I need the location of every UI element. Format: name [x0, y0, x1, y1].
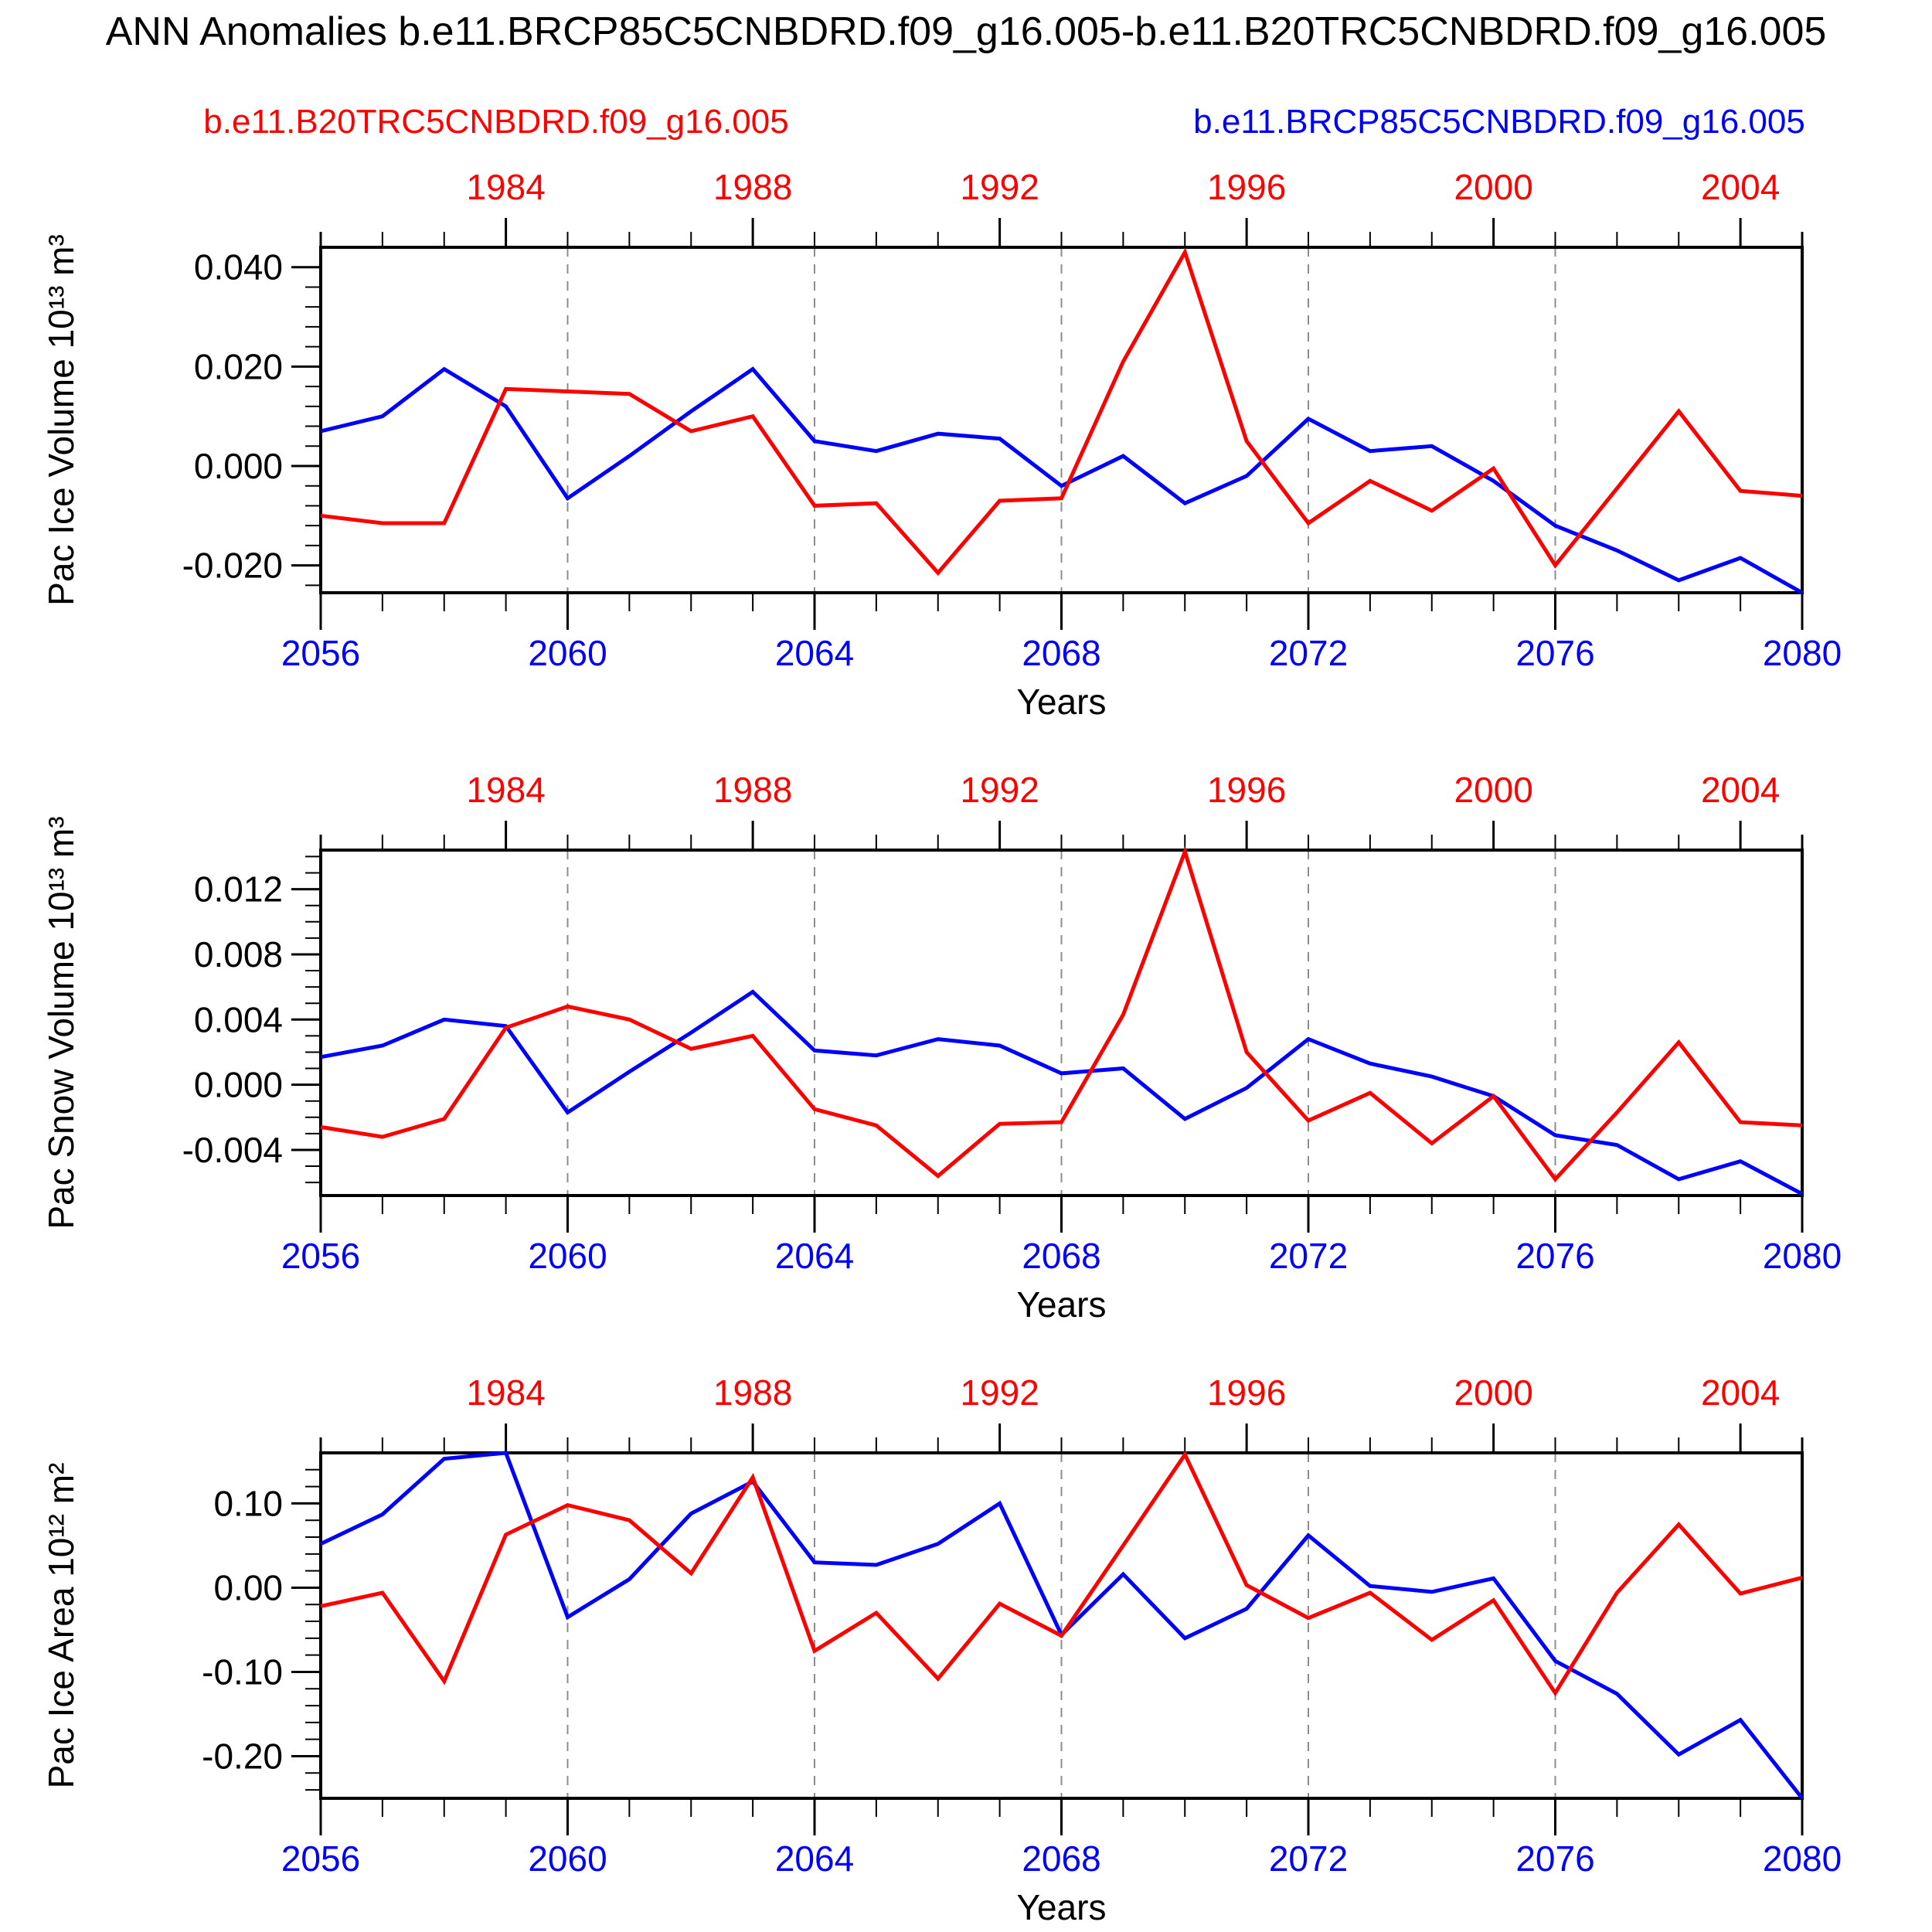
x-tick-labels-bottom: 2056 2060 2064 2068 2072 2076 2080	[281, 1838, 1842, 1879]
x-tick-label-bottom: 2060	[528, 633, 607, 673]
x-axis-bottom-ticks	[319, 1196, 1804, 1233]
y-tick-label: 0.012	[194, 869, 283, 910]
y-axis-title: Pac Snow Volume 10¹³ m³	[41, 816, 81, 1229]
y-axis-ticks	[291, 266, 321, 587]
x-tick-label-bottom: 2076	[1515, 1838, 1594, 1879]
x-tick-label-bottom: 2080	[1763, 1838, 1842, 1879]
x-tick-label-top: 1988	[713, 167, 792, 207]
x-tick-label-bottom: 2072	[1269, 1236, 1348, 1276]
y-axis-title: Pac Ice Area 10¹² m²	[41, 1463, 81, 1789]
dashed-gridlines	[566, 247, 1556, 593]
x-tick-label-top: 1984	[466, 167, 545, 207]
x-tick-label-top: 1992	[960, 770, 1039, 810]
y-axis-ticks	[291, 1468, 321, 1791]
y-tick-labels: 0.040 0.020 0.000 -0.020	[182, 247, 283, 586]
x-tick-label-bottom: 2072	[1269, 633, 1348, 673]
series-line-red	[320, 1451, 1803, 1697]
x-tick-label-top: 1984	[466, 1372, 545, 1413]
y-axis-ticks	[291, 855, 321, 1184]
x-tick-label-bottom: 2056	[281, 1236, 360, 1276]
x-tick-label-bottom: 2068	[1022, 633, 1100, 673]
y-tick-labels: 0.10 0.00 -0.10 -0.20	[202, 1483, 283, 1776]
x-axis-bottom-ticks	[319, 593, 1804, 630]
dashed-gridlines	[566, 850, 1556, 1196]
x-tick-label-bottom: 2056	[281, 633, 360, 673]
x-tick-label-bottom: 2068	[1022, 1838, 1100, 1879]
x-tick-label-bottom: 2064	[775, 1236, 854, 1276]
x-tick-label-top: 2000	[1454, 167, 1532, 207]
y-tick-label: 0.10	[213, 1483, 283, 1523]
x-tick-label-top: 2004	[1701, 1372, 1780, 1413]
dashed-gridlines	[566, 1453, 1556, 1798]
x-tick-label-top: 1996	[1207, 770, 1286, 810]
legend-blue-run-label: b.e11.BRCP85C5CNBDRD.f09_g16.005	[1193, 103, 1805, 141]
x-tick-label-bottom: 2076	[1515, 633, 1594, 673]
y-tick-label: 0.004	[194, 999, 283, 1039]
x-tick-labels-top: 1984 1988 1992 1996 2000 2004	[466, 167, 1780, 207]
x-tick-label-top: 1988	[713, 1372, 792, 1413]
x-tick-label-top: 2004	[1701, 770, 1780, 810]
x-tick-label-bottom: 2068	[1022, 1236, 1100, 1276]
y-tick-label: 0.000	[194, 446, 283, 486]
x-tick-label-top: 2000	[1454, 1372, 1532, 1413]
x-tick-label-top: 1996	[1207, 167, 1286, 207]
y-tick-label: 0.020	[194, 346, 283, 386]
y-tick-label: 0.040	[194, 247, 283, 287]
y-tick-label: -0.020	[182, 546, 283, 586]
x-tick-label-bottom: 2060	[528, 1838, 607, 1879]
x-tick-label-bottom: 2056	[281, 1838, 360, 1879]
x-tick-label-top: 1984	[466, 770, 545, 810]
y-tick-label: -0.20	[202, 1736, 283, 1776]
x-axis-title: Years	[1017, 1887, 1107, 1927]
x-tick-label-bottom: 2064	[775, 633, 854, 673]
x-axis-title: Years	[1017, 1284, 1107, 1325]
legend-red-run-label: b.e11.B20TRC5CNBDRD.f09_g16.005	[203, 103, 788, 141]
x-tick-label-bottom: 2060	[528, 1236, 607, 1276]
y-tick-label: -0.10	[202, 1651, 283, 1692]
y-tick-label: 0.008	[194, 934, 283, 975]
series-line-blue	[320, 366, 1804, 595]
x-tick-label-top: 1992	[960, 1372, 1039, 1413]
x-tick-label-bottom: 2080	[1763, 1236, 1842, 1276]
x-tick-label-top: 1996	[1207, 1372, 1286, 1413]
x-tick-label-top: 2004	[1701, 167, 1780, 207]
x-tick-label-top: 1992	[960, 167, 1039, 207]
x-axis-title: Years	[1017, 682, 1107, 722]
y-tick-label: 0.000	[194, 1065, 283, 1105]
y-tick-labels: 0.012 0.008 0.004 0.000 -0.004	[182, 869, 283, 1170]
series-line-red	[320, 247, 1803, 577]
x-tick-labels-top: 1984 1988 1992 1996 2000 2004	[466, 1372, 1780, 1413]
y-tick-label: -0.004	[182, 1130, 283, 1170]
x-tick-label-bottom: 2072	[1269, 1838, 1348, 1879]
figure-title: ANN Anomalies b.e11.BRCP85C5CNBDRD.f09_g…	[106, 9, 1827, 54]
x-tick-label-bottom: 2076	[1515, 1236, 1594, 1276]
x-tick-label-top: 2000	[1454, 770, 1532, 810]
y-tick-label: 0.00	[213, 1567, 283, 1607]
x-tick-label-bottom: 2080	[1763, 633, 1842, 673]
x-tick-labels-top: 1984 1988 1992 1996 2000 2004	[466, 770, 1780, 810]
x-tick-label-bottom: 2064	[775, 1838, 854, 1879]
series-line-red	[320, 845, 1803, 1182]
y-axis-title: Pac Ice Volume 10¹³ m³	[41, 234, 81, 606]
x-axis-top-ticks	[319, 218, 1804, 630]
x-tick-labels-bottom: 2056 2060 2064 2068 2072 2076 2080	[281, 633, 1842, 673]
chart-pac-ice-volume: 0.040 0.020 0.000 -0.020 2056 2060 2064 2068 207…	[41, 167, 1842, 722]
x-tick-label-top: 1988	[713, 770, 792, 810]
x-tick-labels-bottom: 2056 2060 2064 2068 2072 2076 2080	[281, 1236, 1842, 1276]
x-axis-bottom-ticks	[319, 1798, 1804, 1835]
series-line-blue	[320, 989, 1804, 1196]
x-axis-top-ticks	[319, 1423, 1804, 1835]
x-axis-top-ticks	[319, 821, 1804, 1233]
